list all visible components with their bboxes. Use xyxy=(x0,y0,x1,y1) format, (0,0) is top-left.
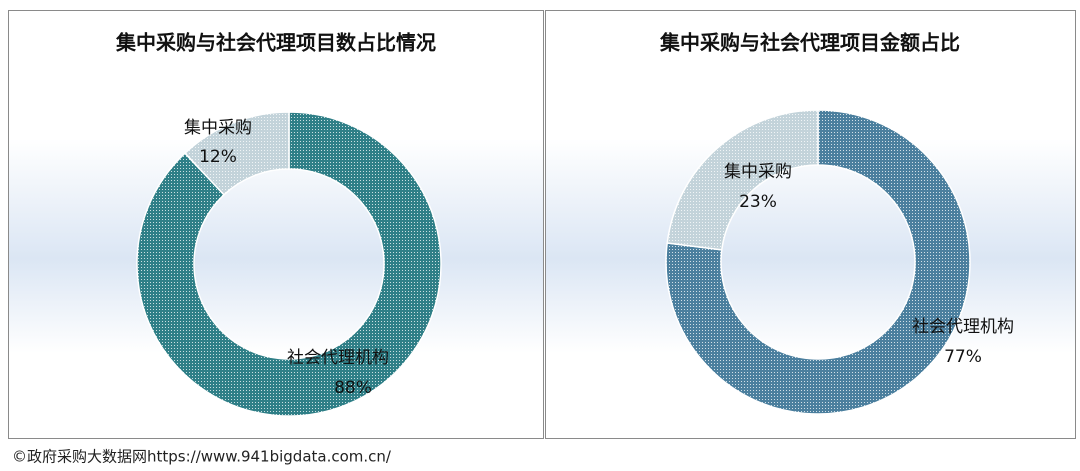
category-label: 社会代理机构 xyxy=(912,317,1014,337)
donut-slice xyxy=(136,111,442,417)
donut-slice xyxy=(666,109,819,251)
donut-slice xyxy=(665,109,971,415)
category-label: 集中采购 xyxy=(724,162,792,182)
value-label: 23% xyxy=(739,192,777,212)
value-label: 88% xyxy=(334,378,372,398)
value-label: 77% xyxy=(944,347,982,367)
category-label: 社会代理机构 xyxy=(287,348,389,368)
donut-slice xyxy=(183,111,290,196)
category-label: 集中采购 xyxy=(184,118,252,138)
chart-title: 集中采购与社会代理项目数占比情况 xyxy=(115,31,436,55)
value-label: 12% xyxy=(199,147,237,167)
chart-title: 集中采购与社会代理项目金额占比 xyxy=(659,31,960,55)
source: ©政府采购大数据网https://www.941bigdata.com.cn/ xyxy=(12,448,392,466)
